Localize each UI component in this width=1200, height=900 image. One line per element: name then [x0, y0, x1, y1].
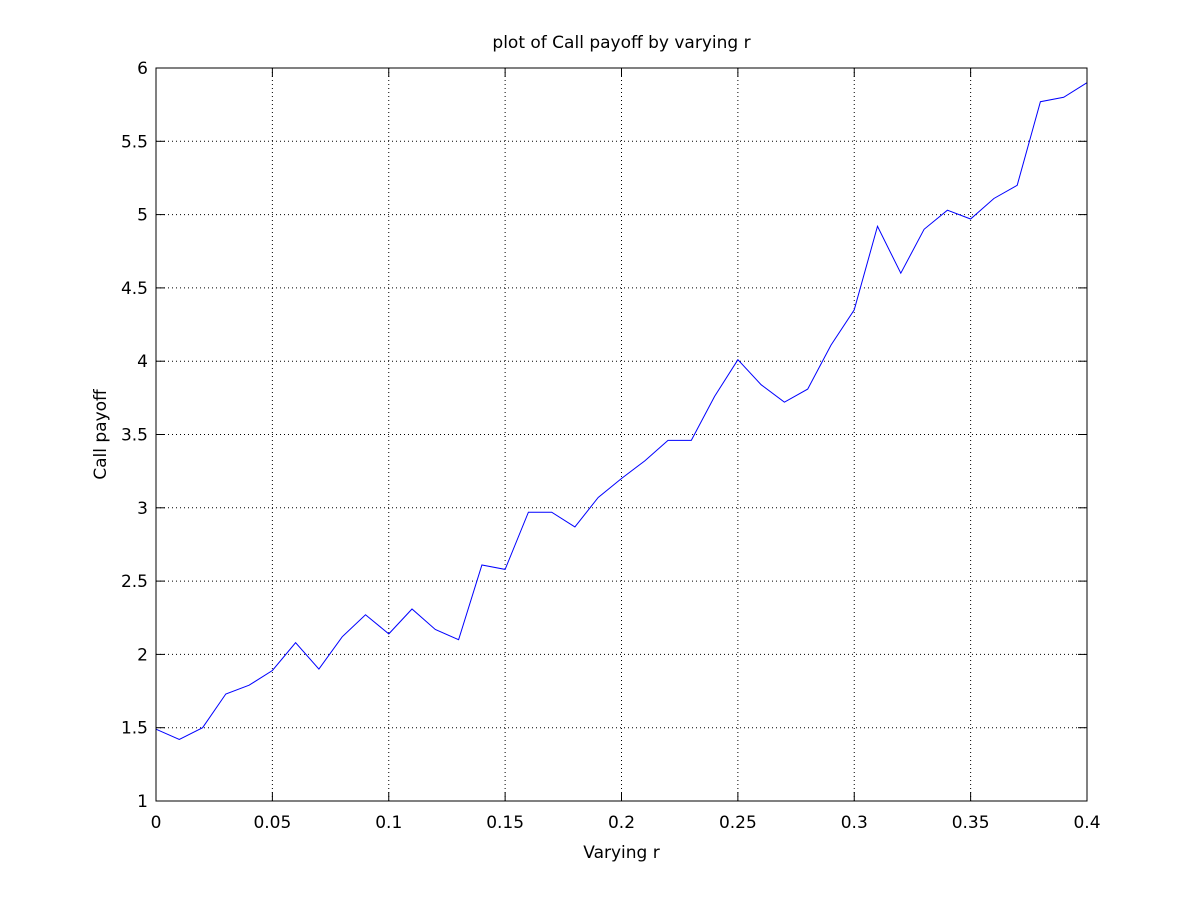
y-tick-label: 1	[137, 792, 148, 812]
y-tick-label: 1.5	[121, 719, 148, 739]
x-tick-label: 0.4	[1073, 813, 1100, 833]
x-axis-label: Varying r	[583, 843, 659, 863]
y-axis-label: Call payoff	[91, 388, 111, 480]
y-tick-label: 3.5	[121, 426, 148, 446]
x-tick-label: 0.05	[253, 813, 291, 833]
y-tick-label: 4.5	[121, 279, 148, 299]
series-line	[155, 82, 1088, 740]
y-tick-label: 4	[137, 352, 148, 372]
y-tick-label: 3	[137, 499, 148, 519]
x-tick-label: 0.3	[841, 813, 868, 833]
axes-box	[155, 67, 1088, 802]
x-tick-label: 0.15	[486, 813, 524, 833]
grid-lines	[156, 68, 1087, 801]
y-tick-label: 2.5	[121, 572, 148, 592]
x-tick-label: 0	[151, 813, 162, 833]
chart-title: plot of Call payoff by varying r	[492, 33, 750, 53]
y-tick-label: 5.5	[121, 132, 148, 152]
series-layer	[155, 82, 1088, 740]
y-tick-label: 2	[137, 645, 148, 665]
x-tick-label: 0.1	[375, 813, 402, 833]
x-tick-labels: 0 0.05 0.1 0.15 0.2 0.25 0.3 0.35 0.4	[151, 813, 1101, 833]
tick-marks	[155, 67, 1088, 802]
x-tick-label: 0.25	[719, 813, 757, 833]
y-tick-labels: 1 1.5 2 2.5 3 3.5 4 4.5 5 5.5 6	[121, 59, 148, 812]
x-tick-label: 0.2	[608, 813, 635, 833]
y-tick-label: 5	[137, 206, 148, 226]
y-tick-label: 6	[137, 59, 148, 79]
x-tick-label: 0.35	[952, 813, 990, 833]
